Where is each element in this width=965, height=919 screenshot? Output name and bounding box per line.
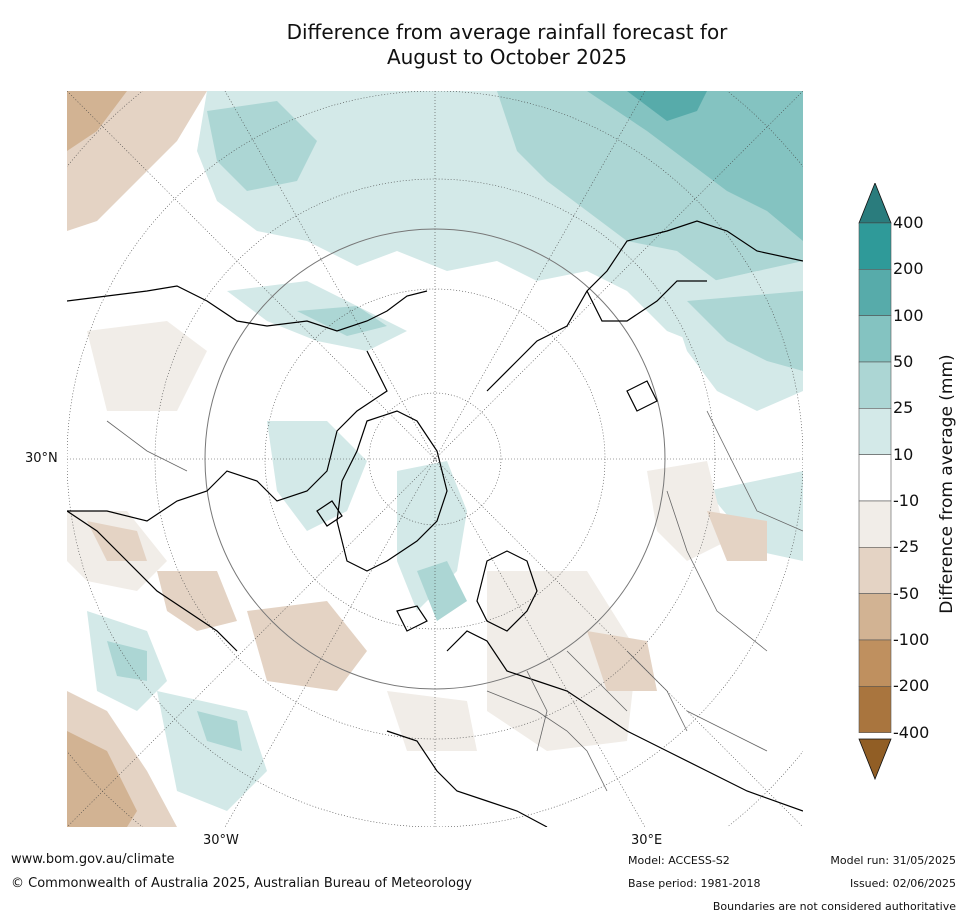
colorbar-tick-label: 200 xyxy=(893,259,924,279)
colorbar-bin xyxy=(858,639,892,687)
colorbar-tick-label: -50 xyxy=(893,583,920,603)
model-run-date: Model run: 31/05/2025 xyxy=(830,854,956,867)
colorbar-tick-label: -200 xyxy=(893,676,930,696)
model-name: Model: ACCESS-S2 xyxy=(628,854,730,867)
colorbar-bin xyxy=(858,547,892,594)
colorbar-bin xyxy=(858,222,892,270)
lon-label-30e: 30°E xyxy=(631,833,663,848)
boundaries-disclaimer: Boundaries are not considered authoritat… xyxy=(712,900,956,913)
graticule xyxy=(67,91,803,827)
country-borders xyxy=(106,410,803,792)
colorbar-bin xyxy=(858,454,892,502)
colorbar-bin xyxy=(858,269,892,316)
chart-title: Difference from average rainfall forecas… xyxy=(67,20,947,70)
colorbar-tick-label: -25 xyxy=(893,537,920,557)
colorbar-axis-label: Difference from average (mm) xyxy=(937,354,957,614)
lon-label-30w: 30°W xyxy=(203,833,239,848)
colorbar-bin xyxy=(858,593,892,641)
copyright-text: © Commonwealth of Australia 2025, Austra… xyxy=(11,876,472,891)
colorbar-under-triangle xyxy=(858,738,892,781)
issued-date: Issued: 02/06/2025 xyxy=(849,877,956,890)
colorbar-bin xyxy=(858,408,892,455)
colorbar xyxy=(858,183,892,781)
colorbar-tick-label: 400 xyxy=(893,213,924,232)
title-line-1: Difference from average rainfall forecas… xyxy=(286,20,728,44)
rainfall-anomaly-map xyxy=(67,91,803,827)
drier-anomaly-areas xyxy=(67,91,767,827)
colorbar-bin xyxy=(858,315,892,363)
colorbar-bins xyxy=(858,222,892,733)
lat-label-30n: 30°N xyxy=(25,451,58,466)
colorbar-bin xyxy=(858,685,892,733)
colorbar-over-triangle xyxy=(858,183,892,224)
solid-graticule xyxy=(204,228,666,690)
colorbar-tick-label: -100 xyxy=(893,629,930,649)
colorbar-tick-label: 10 xyxy=(893,444,914,464)
colorbar-tick-label: -10 xyxy=(893,490,920,510)
base-period: Base period: 1981-2018 xyxy=(628,877,761,890)
website-link[interactable]: www.bom.gov.au/climate xyxy=(11,852,175,867)
title-line-2: August to October 2025 xyxy=(386,45,628,69)
colorbar-tick-label: 100 xyxy=(893,305,924,325)
map-svg xyxy=(67,91,803,827)
wetter-anomaly-areas xyxy=(87,91,803,811)
colorbar-tick-label: -400 xyxy=(893,722,930,742)
colorbar-bin xyxy=(858,500,892,548)
coastlines xyxy=(67,220,803,827)
colorbar-tick-label: 50 xyxy=(893,351,914,371)
colorbar-bin xyxy=(858,361,892,409)
colorbar-tick-label: 25 xyxy=(893,398,914,418)
